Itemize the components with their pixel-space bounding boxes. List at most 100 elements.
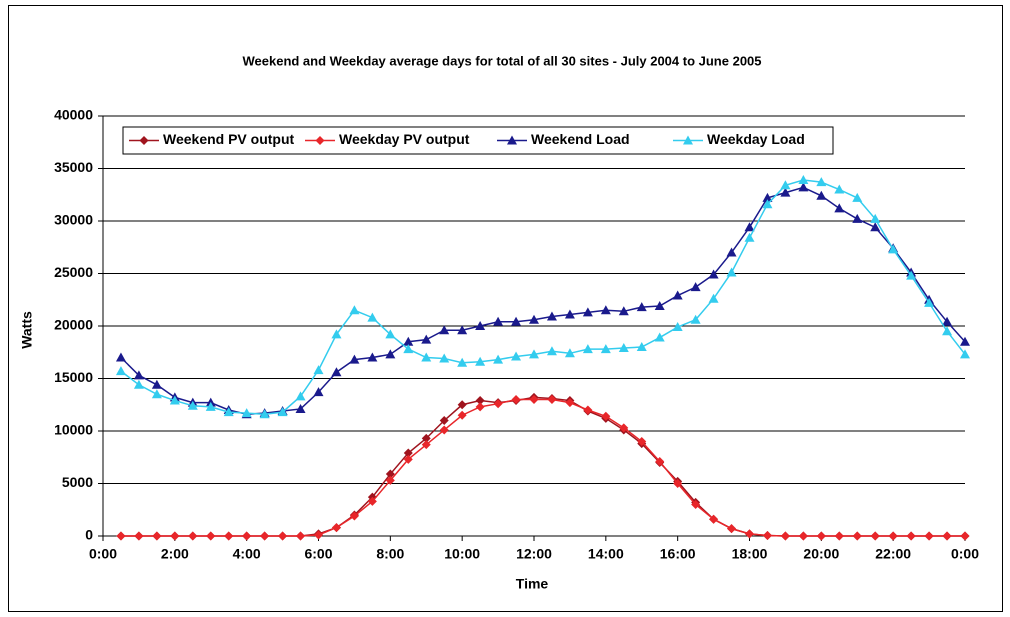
- marker: [260, 531, 270, 541]
- marker: [493, 316, 504, 326]
- marker: [421, 440, 431, 450]
- marker: [403, 448, 413, 458]
- marker: [278, 531, 288, 541]
- marker: [619, 423, 629, 433]
- marker: [816, 531, 826, 541]
- marker: [367, 496, 377, 506]
- marker: [116, 531, 126, 541]
- marker: [439, 325, 450, 335]
- marker: [295, 403, 306, 413]
- marker: [403, 336, 414, 346]
- marker: [277, 407, 288, 417]
- marker: [134, 531, 144, 541]
- marker: [529, 349, 539, 359]
- marker: [834, 203, 845, 213]
- marker: [421, 433, 431, 443]
- marker: [259, 409, 270, 419]
- x-axis-label: Time: [516, 576, 549, 592]
- marker: [115, 366, 126, 376]
- marker: [942, 316, 953, 326]
- marker: [367, 352, 378, 362]
- marker: [564, 309, 575, 319]
- marker: [654, 332, 665, 342]
- marker: [457, 325, 468, 335]
- legend-marker: [139, 136, 149, 145]
- marker: [655, 456, 665, 466]
- marker: [708, 293, 719, 303]
- marker: [762, 192, 773, 202]
- marker: [834, 531, 844, 541]
- x-tick-label: 4:00: [233, 546, 261, 562]
- x-tick-label: 0:00: [951, 546, 979, 562]
- legend-marker: [507, 135, 517, 145]
- marker: [529, 314, 539, 324]
- y-tick-label: 30000: [54, 212, 93, 228]
- marker: [924, 531, 934, 541]
- marker: [241, 408, 252, 418]
- marker: [224, 531, 234, 541]
- marker: [690, 282, 701, 292]
- x-tick-label: 18:00: [732, 546, 768, 562]
- marker: [511, 316, 522, 326]
- marker: [672, 322, 683, 332]
- marker: [600, 305, 611, 315]
- marker: [673, 479, 683, 488]
- marker: [187, 400, 198, 410]
- legend-box: [122, 126, 834, 155]
- marker: [385, 469, 395, 479]
- marker: [654, 301, 665, 311]
- marker: [242, 531, 252, 541]
- marker: [780, 187, 791, 197]
- marker: [816, 177, 827, 187]
- marker: [798, 182, 809, 192]
- marker: [457, 357, 468, 367]
- marker: [223, 407, 234, 417]
- marker: [942, 326, 953, 336]
- marker: [834, 184, 845, 194]
- chart-frame: [8, 5, 1003, 612]
- marker: [385, 329, 396, 339]
- marker: [582, 307, 593, 317]
- marker: [133, 370, 144, 380]
- marker: [493, 399, 503, 409]
- x-tick-label: 10:00: [444, 546, 480, 562]
- marker: [331, 367, 342, 377]
- legend-marker: [315, 136, 325, 145]
- x-tick-label: 16:00: [660, 546, 696, 562]
- x-tick-label: 0:00: [89, 546, 117, 562]
- marker: [816, 190, 827, 200]
- marker: [744, 222, 755, 232]
- marker: [313, 387, 324, 397]
- y-tick-label: 20000: [54, 317, 93, 333]
- marker: [206, 531, 216, 541]
- marker: [457, 400, 467, 410]
- x-tick-label: 2:00: [161, 546, 189, 562]
- marker: [314, 530, 323, 540]
- marker: [349, 354, 360, 364]
- legend-label: Weekend Load: [531, 131, 630, 147]
- marker: [403, 454, 413, 464]
- marker: [906, 531, 916, 541]
- marker: [636, 342, 647, 351]
- marker: [726, 267, 737, 277]
- marker: [115, 352, 126, 362]
- marker: [385, 475, 395, 485]
- marker: [924, 297, 935, 307]
- marker: [852, 192, 863, 202]
- marker: [888, 531, 898, 541]
- marker: [349, 511, 359, 521]
- marker: [565, 398, 575, 408]
- chart-title: Weekend and Weekday average days for tot…: [242, 53, 761, 68]
- marker: [296, 531, 306, 541]
- marker: [709, 514, 719, 524]
- marker: [690, 314, 701, 324]
- x-tick-label: 6:00: [304, 546, 332, 562]
- marker: [331, 329, 342, 339]
- marker: [637, 437, 647, 446]
- marker: [744, 232, 755, 242]
- marker: [852, 213, 863, 223]
- marker: [852, 531, 862, 541]
- marker: [727, 524, 737, 534]
- marker: [636, 302, 647, 312]
